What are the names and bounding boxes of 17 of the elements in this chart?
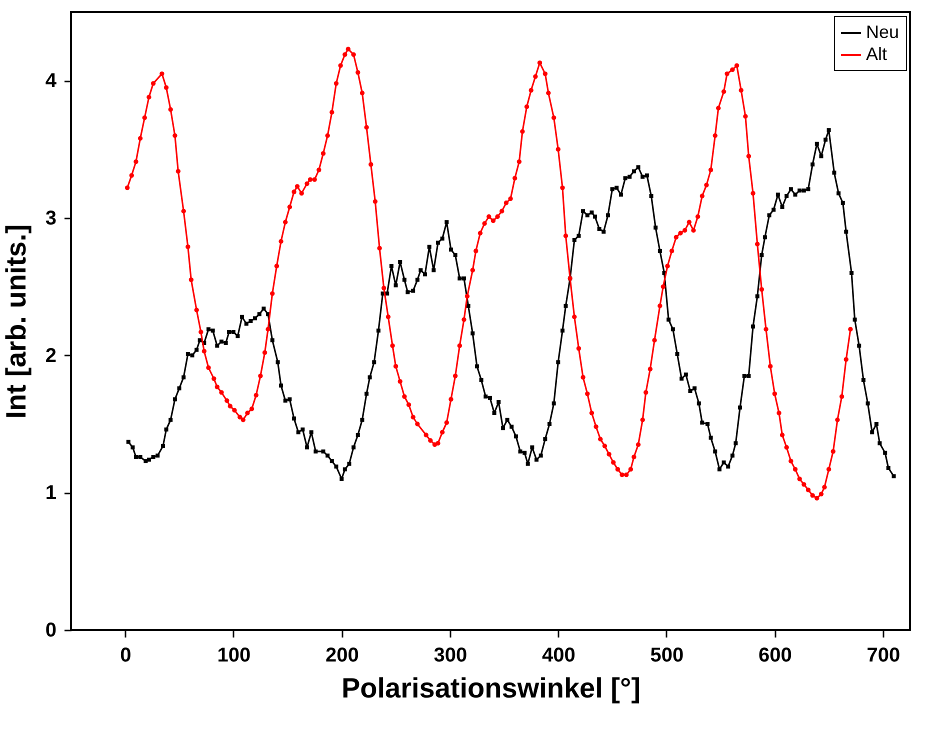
x-tick-label: 500 bbox=[650, 644, 684, 666]
legend-label: Alt bbox=[866, 44, 888, 64]
y-tick-label: 3 bbox=[45, 208, 56, 230]
y-tick-label: 1 bbox=[45, 482, 56, 504]
x-tick-label: 400 bbox=[542, 644, 576, 666]
y-axis-title: Int [arb. units.] bbox=[0, 224, 32, 419]
x-tick-label: 200 bbox=[325, 644, 359, 666]
y-tick-label: 0 bbox=[45, 620, 56, 642]
legend-label: Neu bbox=[866, 22, 900, 42]
x-tick-label: 700 bbox=[866, 644, 900, 666]
x-tick-label: 0 bbox=[120, 644, 132, 666]
x-axis-title: Polarisationswinkel [°] bbox=[341, 672, 641, 704]
x-tick-label: 600 bbox=[758, 644, 792, 666]
x-tick-label: 300 bbox=[434, 644, 468, 666]
y-tick-label: 2 bbox=[45, 344, 56, 367]
y-tick-label: 4 bbox=[45, 70, 58, 92]
x-tick-label: 100 bbox=[217, 644, 251, 666]
